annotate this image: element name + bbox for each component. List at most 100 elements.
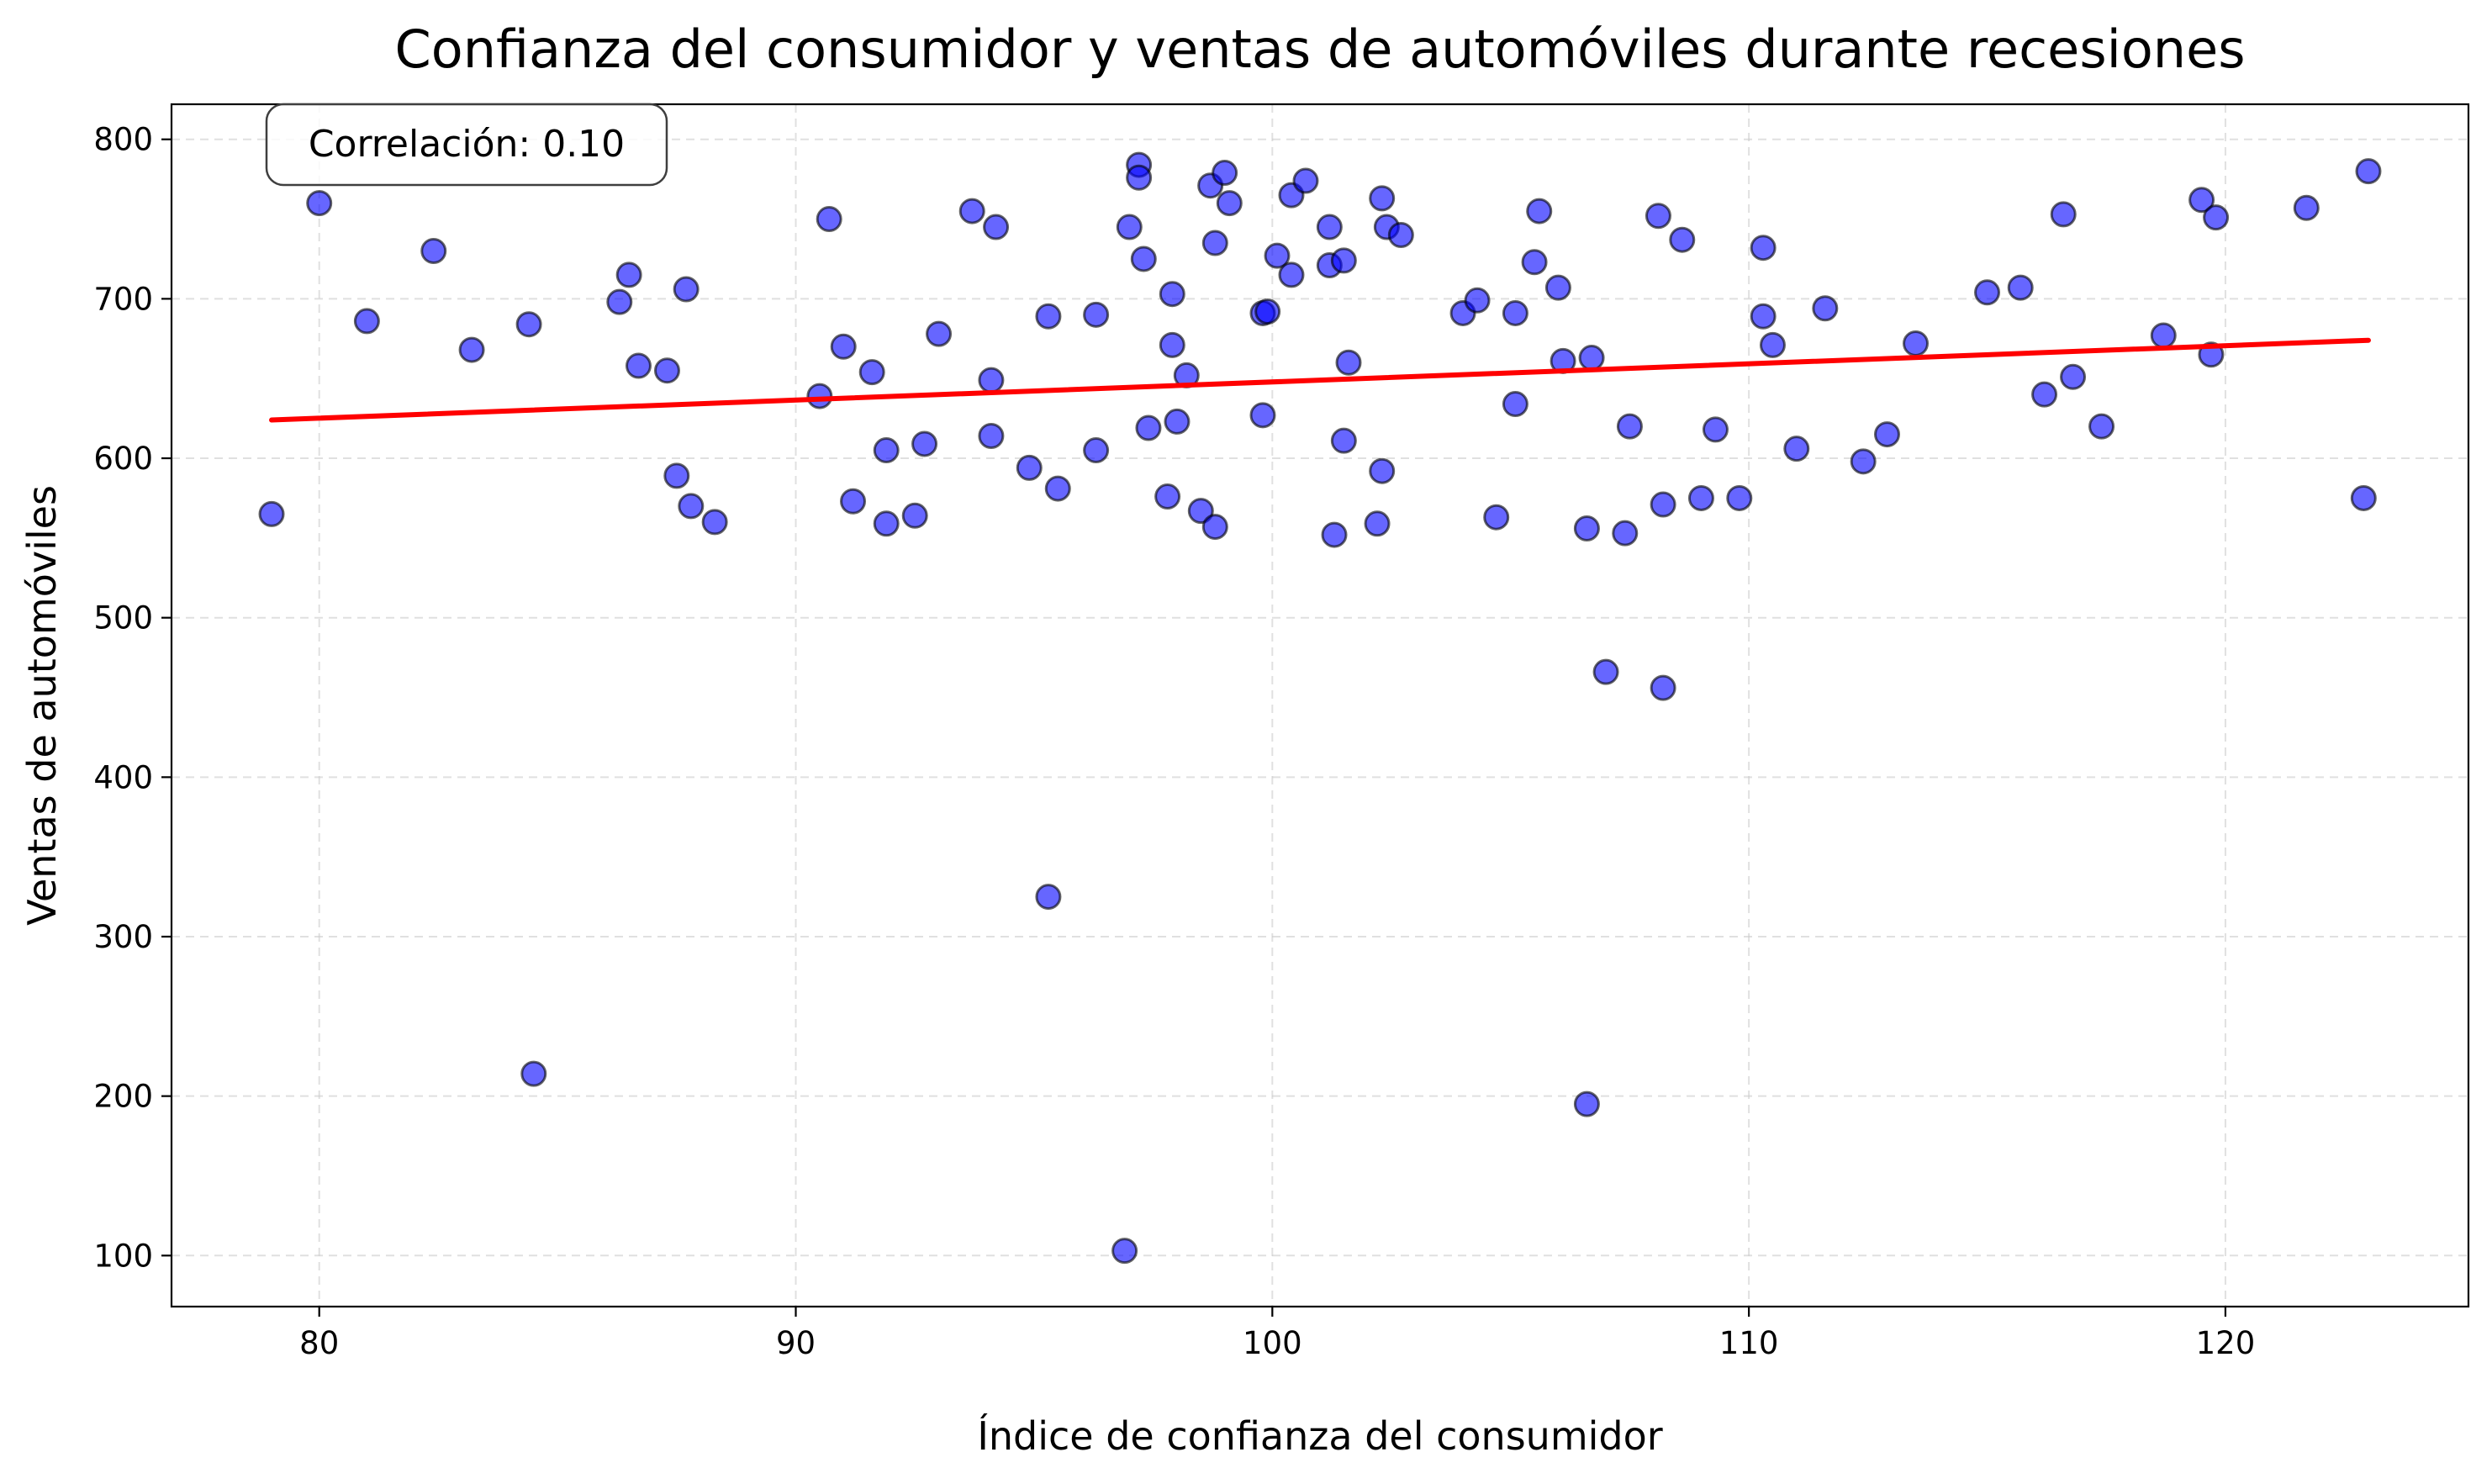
data-point: [1974, 279, 2001, 306]
data-point: [830, 333, 857, 360]
data-point: [958, 198, 985, 224]
data-point: [816, 206, 842, 233]
data-point: [2188, 187, 2215, 214]
data-point: [1650, 674, 1676, 701]
data-point: [1645, 203, 1671, 230]
data-point: [1216, 190, 1243, 217]
data-point: [1726, 484, 1753, 511]
correlation-box: [265, 103, 668, 187]
data-point: [1573, 1091, 1600, 1117]
data-point: [1873, 421, 1900, 448]
data-point: [2060, 363, 2087, 390]
data-point: [1164, 408, 1191, 435]
data-point: [653, 357, 680, 384]
x-axis-label: Índice de confianza del consumidor: [977, 1413, 1662, 1459]
data-point: [1016, 454, 1043, 481]
y-tick-label: 100: [93, 1238, 153, 1274]
data-point: [1264, 242, 1291, 269]
data-point: [1212, 160, 1238, 187]
data-point: [515, 311, 542, 338]
chart-title: Confianza del consumidor y ventas de aut…: [394, 18, 2245, 80]
data-point: [1330, 247, 1357, 274]
data-point: [1669, 226, 1696, 253]
data-point: [1702, 416, 1729, 443]
x-tick-label: 110: [1719, 1325, 1779, 1361]
data-point: [701, 509, 728, 536]
data-point: [1330, 427, 1357, 454]
data-point: [1544, 274, 1571, 301]
y-tick-label: 400: [93, 759, 153, 795]
data-point: [840, 488, 867, 515]
data-point: [1316, 214, 1343, 240]
data-point: [1083, 301, 1110, 328]
trend-line: [269, 337, 2371, 423]
x-tick-label: 100: [1243, 1325, 1302, 1361]
data-point: [663, 462, 690, 489]
data-point: [1783, 436, 1810, 462]
data-point: [458, 336, 485, 363]
data-point: [1111, 1238, 1138, 1265]
data-point: [1812, 295, 1839, 322]
data-point: [1616, 413, 1643, 440]
data-point: [1369, 457, 1396, 484]
data-point: [1464, 287, 1491, 314]
data-point: [625, 352, 652, 379]
data-point: [1650, 491, 1676, 518]
y-tick-label: 200: [93, 1079, 153, 1115]
data-point: [1130, 246, 1157, 272]
data-point: [978, 367, 1005, 393]
y-tick-label: 800: [93, 122, 153, 158]
data-point: [1369, 185, 1396, 212]
correlation-text: Correlación: 0.10: [309, 123, 625, 166]
plot-frame: [170, 103, 2470, 1308]
data-point: [1159, 281, 1185, 308]
x-tick-label: 90: [776, 1325, 816, 1361]
data-point: [1526, 198, 1553, 224]
data-point: [1249, 402, 1276, 429]
correlation-annotation: Correlación: 0.10: [265, 103, 668, 187]
data-point: [1201, 514, 1228, 541]
data-point: [1154, 483, 1181, 510]
data-point: [678, 493, 705, 520]
data-point: [1592, 658, 1619, 685]
data-point: [1612, 520, 1639, 547]
data-point: [1135, 415, 1162, 441]
data-point: [873, 510, 900, 537]
x-tick-label: 120: [2196, 1325, 2256, 1361]
data-point: [1750, 303, 1777, 330]
data-point: [2031, 381, 2058, 408]
data-point: [1278, 261, 1305, 288]
data-point: [1116, 214, 1143, 240]
data-point: [901, 502, 928, 529]
data-point: [306, 190, 333, 217]
data-point: [1321, 521, 1348, 548]
data-point: [1759, 331, 1786, 358]
data-point: [983, 214, 1010, 240]
trend-line-group: [269, 337, 2371, 423]
y-tick-label: 700: [93, 281, 153, 317]
data-point: [1187, 498, 1214, 525]
data-point: [2050, 201, 2077, 228]
data-point: [858, 359, 885, 386]
data-point: [1335, 349, 1362, 376]
data-point: [1502, 391, 1528, 418]
data-point: [520, 1060, 547, 1087]
data-point: [1159, 331, 1185, 358]
data-point: [615, 261, 642, 288]
data-point: [2203, 204, 2230, 231]
data-point: [2007, 274, 2034, 301]
data-point: [1750, 235, 1777, 261]
data-point: [1083, 437, 1110, 464]
data-point: [1044, 475, 1071, 502]
data-point: [420, 237, 447, 264]
data-point: [1903, 330, 1930, 356]
data-point: [2350, 484, 2377, 511]
scatter-points: [258, 151, 2382, 1265]
data-point: [978, 422, 1005, 449]
data-point: [1035, 884, 1062, 911]
data-point: [1573, 515, 1600, 541]
data-point: [353, 308, 380, 335]
data-point: [258, 500, 285, 527]
data-point: [1387, 222, 1414, 249]
